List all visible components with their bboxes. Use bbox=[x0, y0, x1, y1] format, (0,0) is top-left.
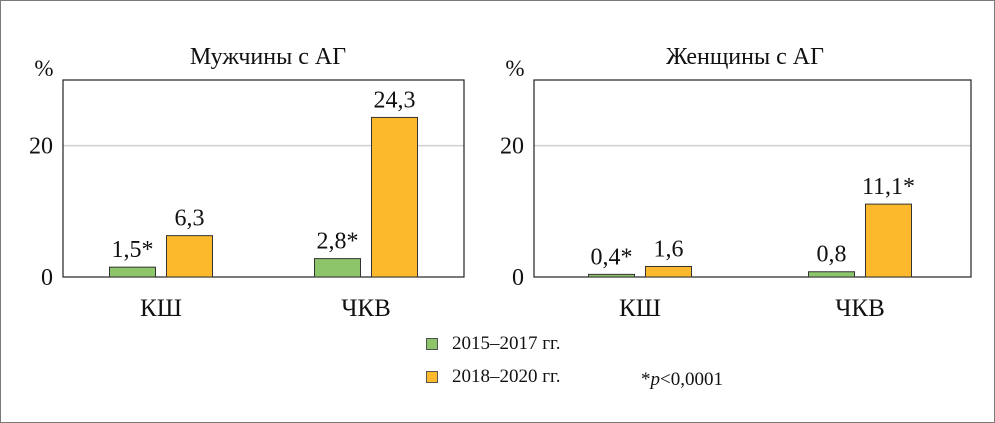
chart-1-datalabel-1-2: 6,3 bbox=[175, 206, 205, 232]
chart-2-bar-2-1 bbox=[808, 271, 855, 278]
chart-1-ylabel: % bbox=[34, 56, 53, 81]
chart-2-datalabel-1-2: 1,6 bbox=[654, 236, 684, 262]
chart-1-bar-1-2 bbox=[166, 235, 213, 278]
chart-1-ytick-20: 20 bbox=[29, 134, 53, 160]
chart-2-bar-2-2 bbox=[865, 203, 912, 278]
legend-swatch-2 bbox=[426, 371, 438, 383]
chart-1-category-2: ЧКВ bbox=[341, 295, 391, 322]
legend-item-2: 2018–2020 гг. bbox=[426, 366, 560, 388]
chart-2-ylabel: % bbox=[505, 56, 524, 81]
chart-2-datalabel-2-1: 0,8 bbox=[817, 242, 847, 268]
legend-item-1: 2015–2017 гг. bbox=[426, 333, 560, 355]
note-threshold: <0,0001 bbox=[660, 369, 723, 390]
chart-2-category-2: ЧКВ bbox=[835, 295, 885, 322]
chart-1-bar-2-1 bbox=[314, 258, 361, 278]
chart-2-bar-1-1 bbox=[588, 273, 635, 278]
chart-1-category-1: КШ bbox=[140, 295, 182, 322]
chart-2-datalabel-1-1: 0,4* bbox=[591, 244, 633, 270]
note-star: * bbox=[641, 369, 651, 390]
chart-2-ytick-0: 0 bbox=[512, 265, 524, 291]
chart-2-plot-frame bbox=[533, 79, 972, 278]
chart-1-datalabel-2-2: 24,3 bbox=[374, 87, 416, 113]
chart-1-bar-1-1 bbox=[109, 266, 156, 278]
chart-2-title: Женщины с АГ bbox=[666, 44, 824, 70]
chart-2-bar-1-2 bbox=[645, 265, 692, 278]
chart-1-datalabel-2-1: 2,8* bbox=[317, 229, 359, 255]
chart-1-datalabel-1-1: 1,5* bbox=[112, 237, 154, 263]
note-p: p bbox=[650, 369, 661, 390]
chart-1-bar-2-2 bbox=[371, 116, 418, 278]
chart-1-ytick-0: 0 bbox=[41, 265, 53, 291]
chart-2-ytick-20: 20 bbox=[500, 134, 524, 160]
legend-label-1: 2015–2017 гг. bbox=[452, 333, 561, 354]
legend-label-2: 2018–2020 гг. bbox=[452, 366, 561, 387]
chart-2-datalabel-2-2: 11,1* bbox=[862, 174, 915, 200]
chart-1-title: Мужчины с АГ bbox=[190, 44, 346, 70]
chart-2-category-1: КШ bbox=[619, 295, 661, 322]
chart-1-plot-frame bbox=[62, 79, 465, 278]
significance-note: *p<0,0001 bbox=[641, 369, 723, 391]
legend-swatch-1 bbox=[426, 338, 438, 350]
